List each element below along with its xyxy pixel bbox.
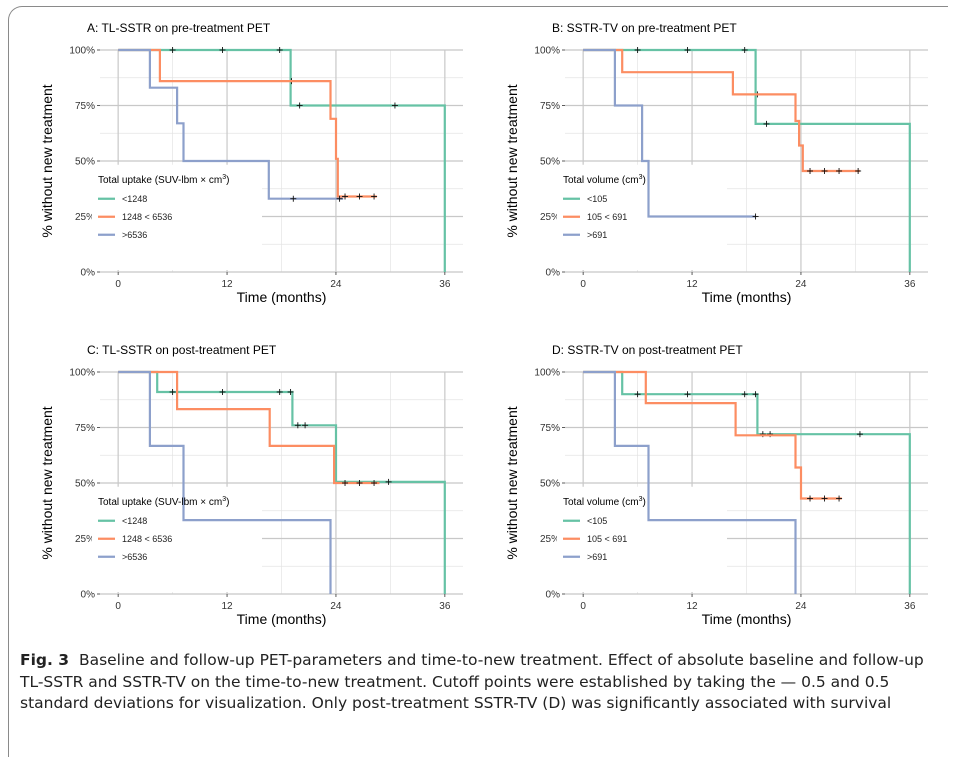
legend-label: >6536 (122, 552, 147, 562)
y-tick-label: 75% (75, 423, 95, 434)
x-tick-label: 12 (221, 279, 233, 290)
series-line (118, 48, 446, 272)
y-tick-label: 75% (75, 101, 95, 112)
x-tick-label: 36 (904, 601, 916, 612)
series-line (118, 48, 344, 200)
x-tick-label: 24 (330, 601, 342, 612)
x-tick-label: 36 (439, 279, 451, 290)
legend-title: Total volume (cm3) (563, 496, 646, 508)
panel-d: D: SSTR-TV on post-treatment PET 0% 25% 50%… (504, 343, 928, 627)
x-axis-label: Time (months) (237, 289, 327, 305)
y-tick-label: 50% (540, 157, 560, 168)
legend-label: >691 (587, 230, 607, 240)
y-tick-label: 100% (69, 368, 95, 379)
panel-title: B: SSTR-TV on pre-treatment PET (552, 21, 737, 35)
series-line (583, 370, 797, 594)
legend-label: <105 (587, 516, 607, 526)
series-line (583, 370, 842, 500)
x-tick-label: 36 (904, 279, 916, 290)
y-tick-label: 100% (69, 46, 95, 57)
figure-frame (8, 6, 948, 757)
legend-label: <1248 (122, 516, 147, 526)
caption-text: Baseline and follow-up PET-parameters an… (20, 651, 924, 712)
legend-box (557, 486, 727, 592)
x-tick-label: 0 (115, 279, 121, 290)
legend-box (92, 486, 262, 592)
x-axis-label: Time (months) (237, 611, 327, 627)
y-tick-label: 100% (534, 46, 560, 57)
y-tick-label: 0% (546, 268, 561, 279)
y-tick-label: 50% (540, 479, 560, 490)
x-axis-label: Time (months) (702, 611, 792, 627)
panel-b: B: SSTR-TV on pre-treatment PET 0% 25% 50% 7… (504, 21, 928, 305)
panel-c: C: TL-SSTR on post-treatment PET 0% 25% 50%… (39, 343, 463, 627)
y-tick-label: 75% (540, 423, 560, 434)
panel-title: A: TL-SSTR on pre-treatment PET (87, 21, 271, 35)
legend-label: 1248 < 6536 (122, 534, 172, 544)
y-tick-label: 25% (75, 212, 95, 223)
legend-label: 105 < 691 (587, 212, 627, 222)
legend-label: 1248 < 6536 (122, 212, 172, 222)
x-tick-label: 24 (330, 279, 342, 290)
legend-label: <1248 (122, 194, 147, 204)
x-tick-label: 12 (686, 279, 698, 290)
x-tick-label: 24 (795, 279, 807, 290)
y-tick-label: 0% (546, 590, 561, 601)
panel-title: C: TL-SSTR on post-treatment PET (87, 343, 277, 357)
legend-title: Total uptake (SUV-lbm × cm3) (98, 496, 229, 508)
legend-label: 105 < 691 (587, 534, 627, 544)
series-line (118, 48, 377, 198)
legend-label: >6536 (122, 230, 147, 240)
x-tick-label: 12 (686, 601, 698, 612)
y-axis-label: % without new treatment (39, 84, 55, 237)
series-line (118, 370, 380, 485)
y-tick-label: 75% (540, 101, 560, 112)
y-axis-label: % without new treatment (39, 406, 55, 559)
figure-panels: A: TL-SSTR on pre-treatment PET 0% 25% 50% 7… (39, 21, 928, 627)
legend-label: >691 (587, 552, 607, 562)
x-tick-label: 12 (221, 601, 233, 612)
series-line (583, 48, 860, 173)
y-axis-label: % without new treatment (504, 84, 520, 237)
legend-label: <105 (587, 194, 607, 204)
x-tick-label: 0 (580, 601, 586, 612)
x-tick-label: 0 (580, 279, 586, 290)
series-line (583, 48, 911, 272)
x-tick-label: 0 (115, 601, 121, 612)
y-tick-label: 50% (75, 157, 95, 168)
x-axis-label: Time (months) (702, 289, 792, 305)
y-tick-label: 100% (534, 368, 560, 379)
series-line (118, 370, 332, 594)
y-axis-label: % without new treatment (504, 406, 520, 559)
legend-title: Total uptake (SUV-lbm × cm3) (98, 174, 229, 186)
legend-box (92, 164, 262, 270)
y-tick-label: 50% (75, 479, 95, 490)
x-tick-label: 36 (439, 601, 451, 612)
figure-caption: Fig. 3 Baseline and follow-up PET-parame… (20, 650, 935, 715)
x-tick-label: 24 (795, 601, 807, 612)
legend-title: Total volume (cm3) (563, 174, 646, 186)
panel-a: A: TL-SSTR on pre-treatment PET 0% 25% 50% 7… (39, 21, 463, 305)
y-tick-label: 0% (81, 590, 96, 601)
y-tick-label: 0% (81, 268, 96, 279)
series-line (583, 48, 756, 218)
series-line (118, 370, 446, 594)
y-tick-label: 25% (540, 534, 560, 545)
y-tick-label: 25% (75, 534, 95, 545)
panel-title: D: SSTR-TV on post-treatment PET (552, 343, 743, 357)
caption-label: Fig. 3 (20, 651, 70, 669)
y-tick-label: 25% (540, 212, 560, 223)
